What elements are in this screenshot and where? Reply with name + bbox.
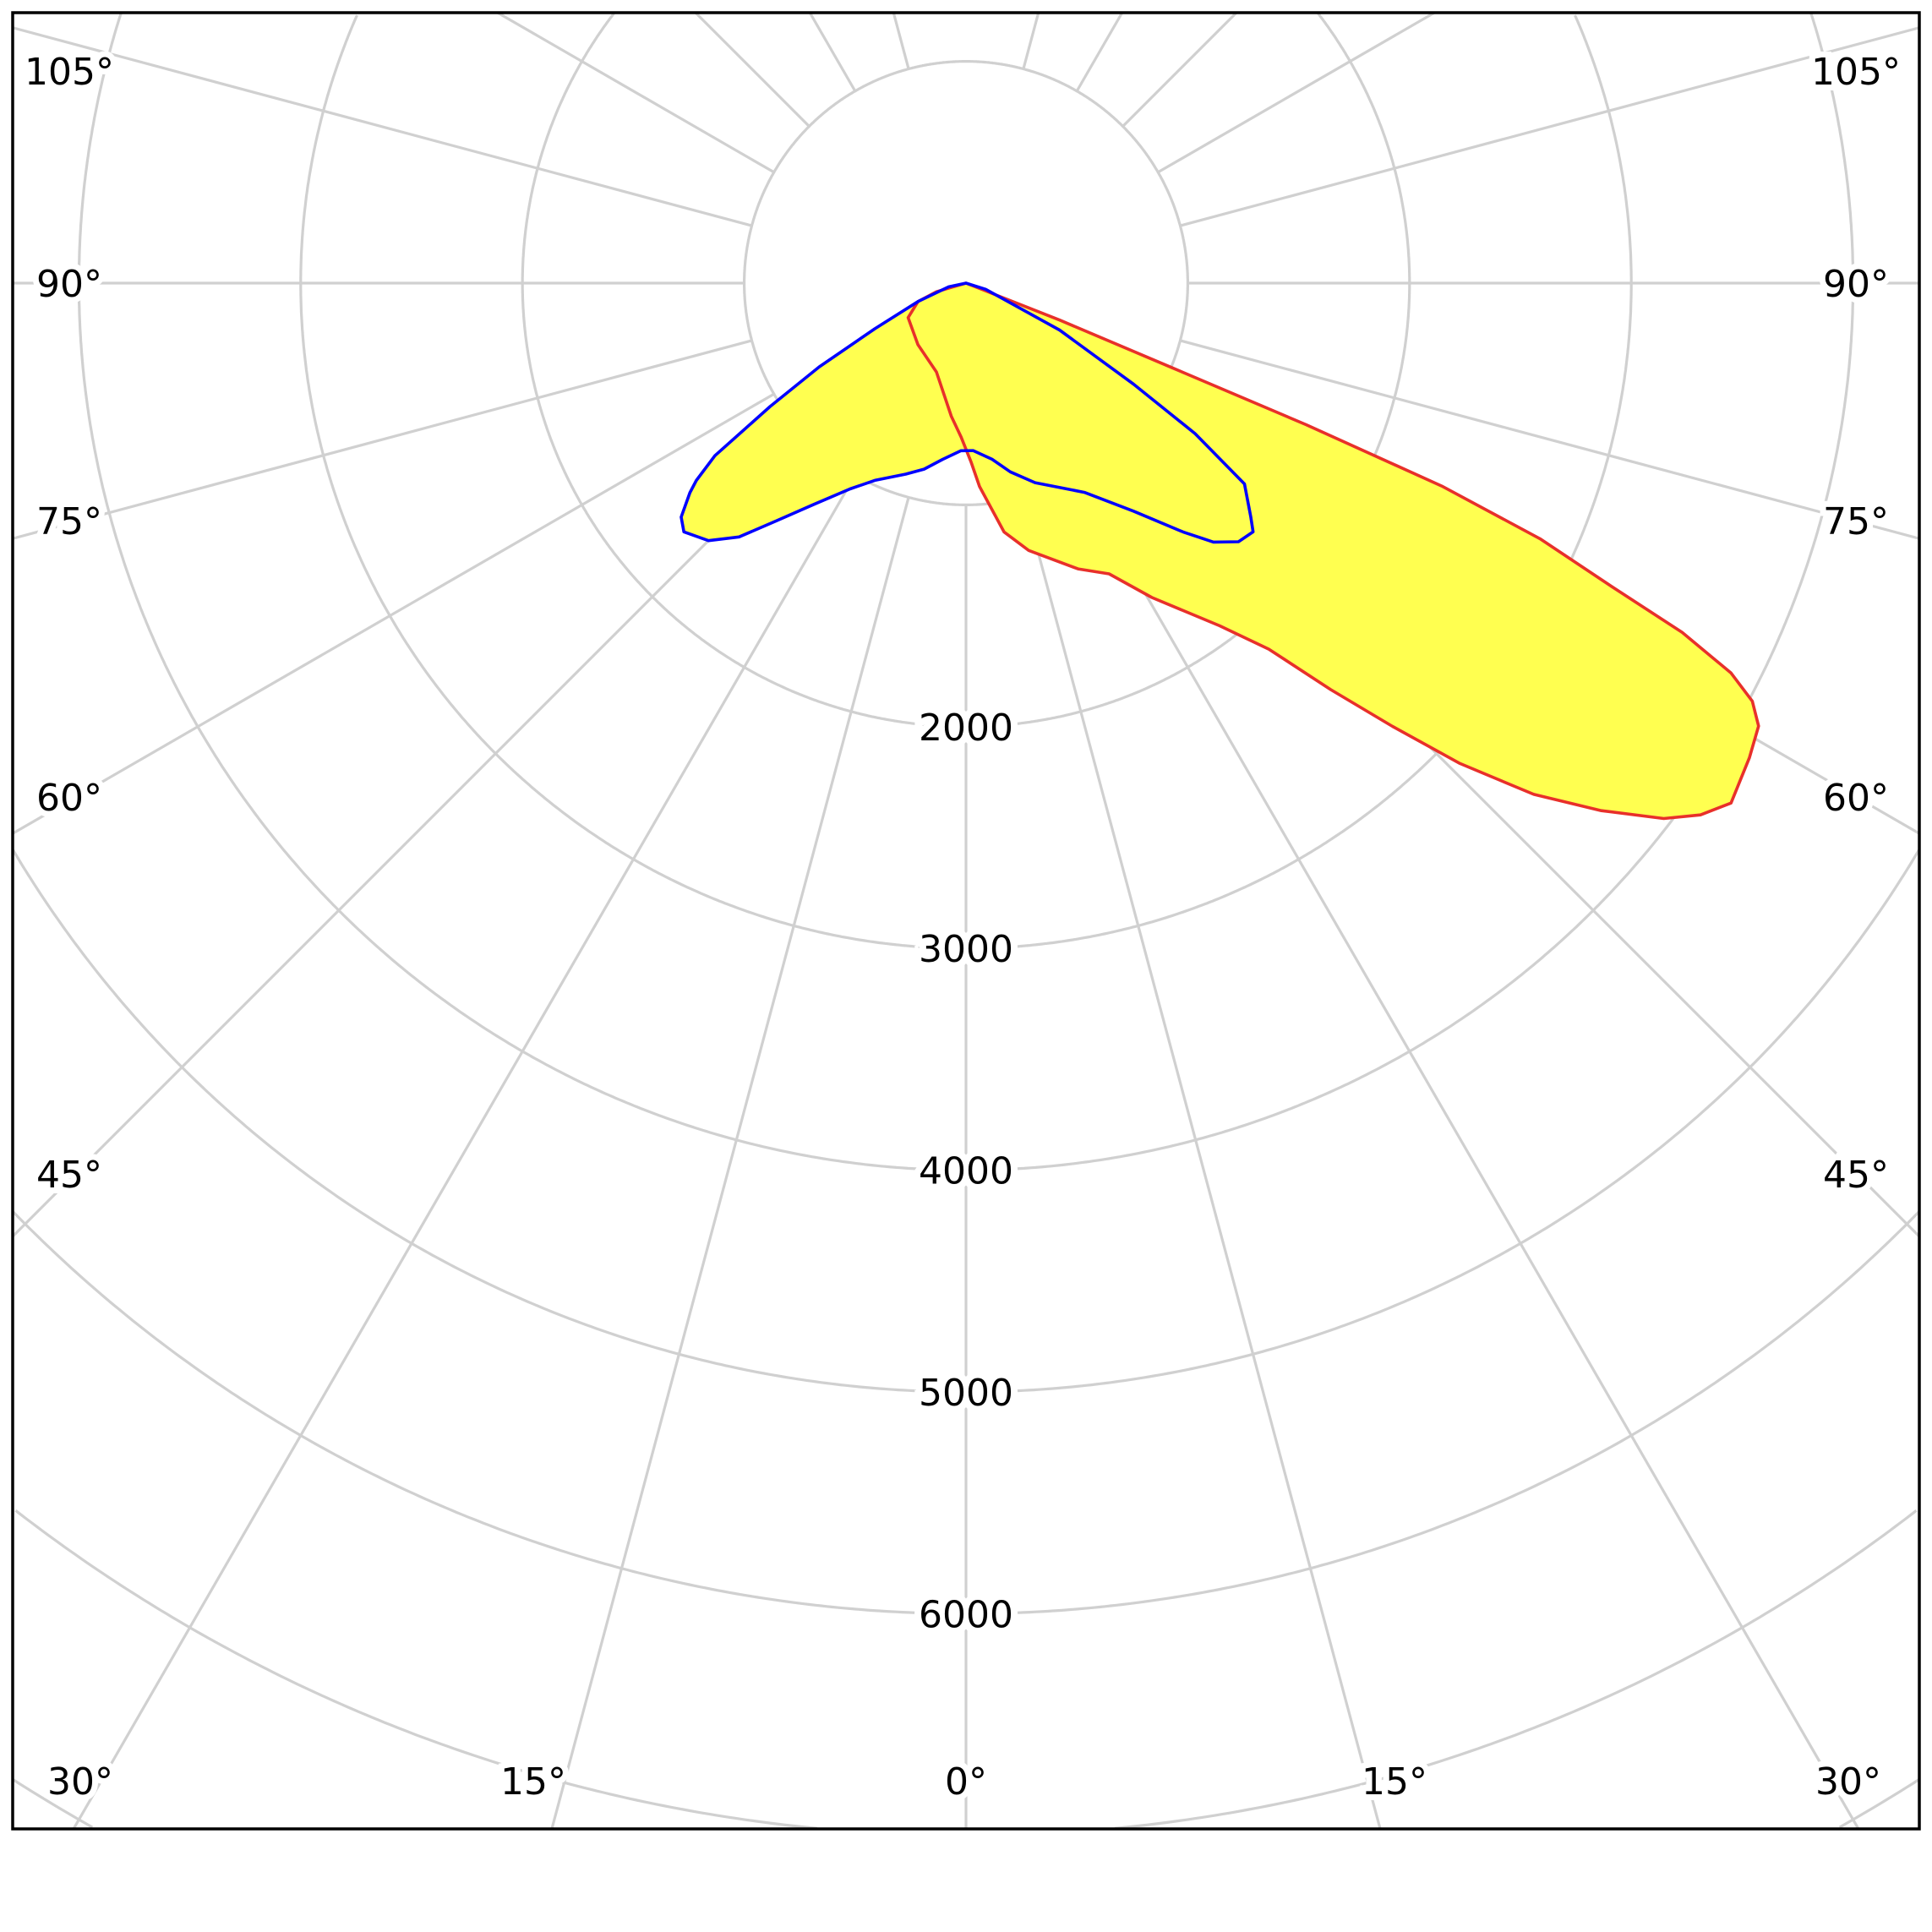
radial-tick-label: 3000 bbox=[919, 928, 1013, 971]
angle-label-right: 105° bbox=[1811, 51, 1901, 94]
curves bbox=[679, 281, 1760, 821]
angle-label-bottom: 15° bbox=[1362, 1760, 1427, 1804]
angle-label-bottom: 30° bbox=[47, 1760, 113, 1804]
angle-label-bottom: 15° bbox=[500, 1760, 566, 1804]
radial-tick-label: 6000 bbox=[919, 1593, 1013, 1636]
grid-spoke bbox=[808, 13, 857, 92]
radial-tick-label: 2000 bbox=[919, 707, 1013, 750]
angle-label-bottom: 0° bbox=[945, 1760, 987, 1804]
grid-spoke bbox=[1157, 13, 1436, 174]
series-line-0 bbox=[906, 281, 1760, 821]
angle-label-left: 90° bbox=[36, 263, 102, 306]
grid-ring bbox=[13, 849, 1919, 1394]
angle-label-left: 60° bbox=[36, 777, 102, 820]
grid-spoke bbox=[1022, 13, 1040, 69]
grid-spoke bbox=[694, 13, 810, 128]
grid-spoke bbox=[1122, 13, 1238, 128]
angle-label-right: 90° bbox=[1823, 263, 1889, 306]
grid-ring bbox=[13, 1210, 1919, 1615]
angle-label-left: 75° bbox=[36, 500, 102, 543]
grid-spoke bbox=[1180, 339, 1919, 540]
grid-spoke bbox=[13, 26, 752, 227]
grid-spoke bbox=[1075, 474, 1860, 1829]
angle-label-right: 75° bbox=[1823, 500, 1889, 543]
angle-label-right: 45° bbox=[1823, 1154, 1889, 1197]
series-line-1 bbox=[679, 281, 1255, 544]
grid-spoke bbox=[13, 339, 752, 540]
plot-frame bbox=[11, 11, 1921, 1831]
grid bbox=[13, 13, 1919, 1829]
angle-label-left: 105° bbox=[25, 51, 114, 94]
radial-tick-labels: 2000 3000 4000 5000 6000 bbox=[912, 700, 1020, 1644]
angle-label-bottom: 30° bbox=[1815, 1760, 1881, 1804]
grid-spoke bbox=[13, 392, 775, 835]
radial-tick-label: 5000 bbox=[919, 1372, 1013, 1415]
angle-label-left: 45° bbox=[36, 1154, 102, 1197]
angle-tick-labels: 30° 15° 0° 15° 30° 105° 90° 75° 60° 45° 105° 90° 75°… bbox=[19, 45, 1907, 1809]
grid-spoke bbox=[892, 13, 910, 69]
grid-spoke bbox=[72, 474, 857, 1829]
grid-spoke bbox=[13, 439, 810, 1238]
grid-ring bbox=[14, 1509, 1918, 1829]
grid-spoke bbox=[1180, 26, 1919, 227]
grid-spoke bbox=[550, 497, 910, 1829]
grid-spoke bbox=[496, 13, 775, 174]
grid-spoke bbox=[1022, 497, 1382, 1829]
radial-tick-label: 4000 bbox=[919, 1150, 1013, 1193]
angle-label-right: 60° bbox=[1823, 777, 1889, 820]
curve-fill bbox=[681, 283, 1253, 543]
grid-spoke bbox=[1075, 13, 1124, 92]
